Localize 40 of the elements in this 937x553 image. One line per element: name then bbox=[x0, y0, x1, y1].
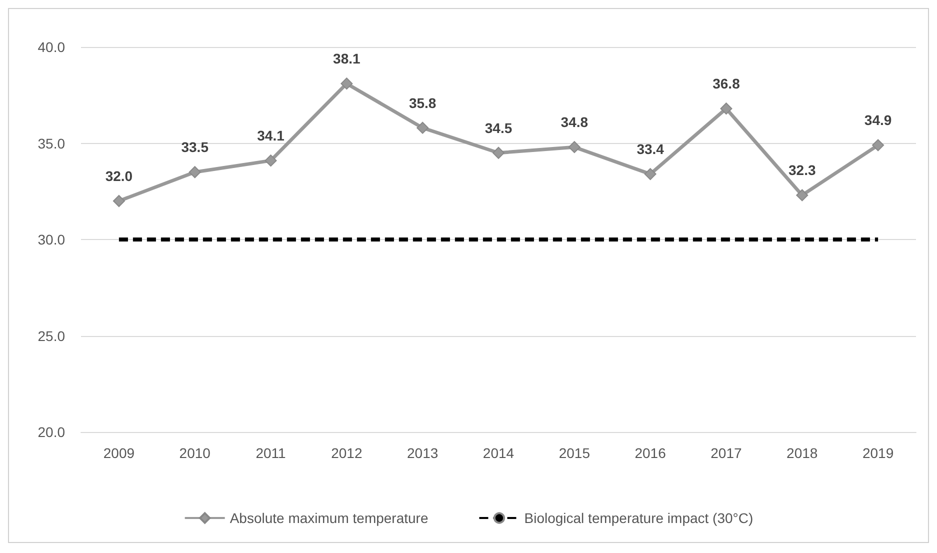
data-label: 35.8 bbox=[408, 94, 436, 111]
data-label: 34.8 bbox=[560, 114, 588, 130]
y-tick-label: 20.0 bbox=[38, 424, 66, 440]
point bbox=[112, 195, 125, 207]
x-tick-label: 2016 bbox=[634, 445, 666, 461]
legend-label: Biological temperature impact (30°C) bbox=[524, 510, 754, 526]
point bbox=[644, 168, 656, 180]
data-label: 33.5 bbox=[181, 139, 209, 156]
x-tick-label: 2013 bbox=[407, 445, 438, 461]
x-tick-label: 2009 bbox=[103, 445, 135, 461]
data-label: 34.9 bbox=[864, 112, 892, 128]
point bbox=[568, 141, 580, 154]
point bbox=[720, 102, 732, 115]
data-label: 32.3 bbox=[788, 162, 816, 178]
point bbox=[872, 139, 884, 152]
x-tick-label: 2014 bbox=[482, 445, 514, 461]
data-label: 34.5 bbox=[484, 120, 512, 136]
point bbox=[796, 189, 808, 202]
point bbox=[416, 122, 429, 134]
y-tick-label: 40.0 bbox=[38, 39, 66, 55]
data-label: 38.1 bbox=[333, 50, 361, 67]
point bbox=[340, 78, 353, 90]
y-tick-label: 35.0 bbox=[38, 135, 66, 152]
point bbox=[492, 146, 504, 159]
data-label: 33.4 bbox=[636, 141, 664, 158]
x-tick-label: 2015 bbox=[558, 445, 590, 461]
x-tick-label: 2019 bbox=[862, 445, 894, 461]
data-label: 34.1 bbox=[257, 128, 285, 144]
x-tick-label: 2010 bbox=[179, 445, 211, 461]
point bbox=[264, 154, 277, 167]
data-label: 32.0 bbox=[105, 168, 133, 184]
y-tick-label: 30.0 bbox=[38, 232, 66, 248]
x-tick-label: 2017 bbox=[710, 445, 742, 461]
x-tick-label: 2018 bbox=[786, 445, 818, 461]
y-tick-label: 25.0 bbox=[38, 328, 66, 344]
legend-label: Absolute maximum temperature bbox=[230, 510, 428, 526]
x-tick-label: 2011 bbox=[256, 445, 286, 461]
point bbox=[188, 166, 201, 178]
x-tick-label: 2012 bbox=[331, 445, 362, 461]
data-label: 36.8 bbox=[712, 76, 740, 92]
